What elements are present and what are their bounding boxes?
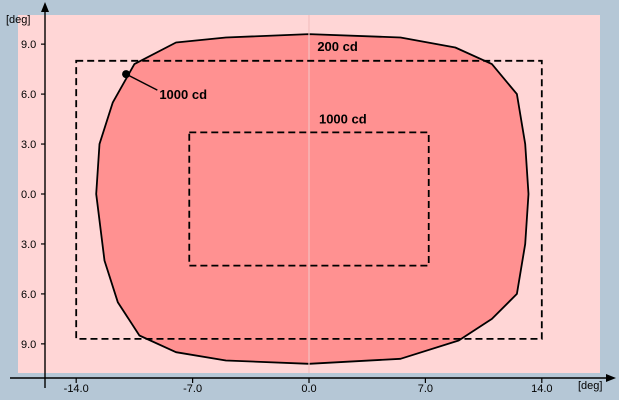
- zone-1000cd-label: 1000 cd: [319, 111, 367, 126]
- callout-point: [122, 70, 131, 79]
- x-tick-label: 7.0: [418, 383, 433, 395]
- y-tick-label: 3.0: [21, 239, 36, 251]
- y-tick-label: 9.0: [21, 39, 36, 51]
- y-tick-label: 6.0: [21, 289, 36, 301]
- y-axis-ticks: 9.0 6.0 3.0 0.0 3.0 6.0 9.0: [21, 39, 45, 351]
- beam-contour: [95, 33, 530, 365]
- x-axis-arrow: [606, 374, 616, 382]
- callout-leader-line: [125, 73, 158, 91]
- y-axis-unit: [deg]: [6, 14, 30, 26]
- x-tick-label: 14.0: [531, 383, 552, 395]
- y-tick-label: 3.0: [21, 139, 36, 151]
- x-axis-unit: [deg]: [578, 380, 602, 392]
- x-tick-label: -7.0: [183, 383, 202, 395]
- y-axis-arrow: [41, 2, 49, 12]
- zone-200cd-box: [75, 59, 543, 340]
- y-tick-label: 6.0: [21, 89, 36, 101]
- x-tick-label: 0.0: [301, 383, 316, 395]
- zone-200cd-label: 200 cd: [317, 39, 358, 54]
- y-tick-label: 0.0: [21, 189, 36, 201]
- x-axis-ticks: -14.0 -7.0 0.0 7.0 14.0: [64, 378, 553, 395]
- callout-label: 1000 cd: [159, 87, 207, 102]
- y-tick-label: 9.0: [21, 339, 36, 351]
- x-tick-label: -14.0: [64, 383, 89, 395]
